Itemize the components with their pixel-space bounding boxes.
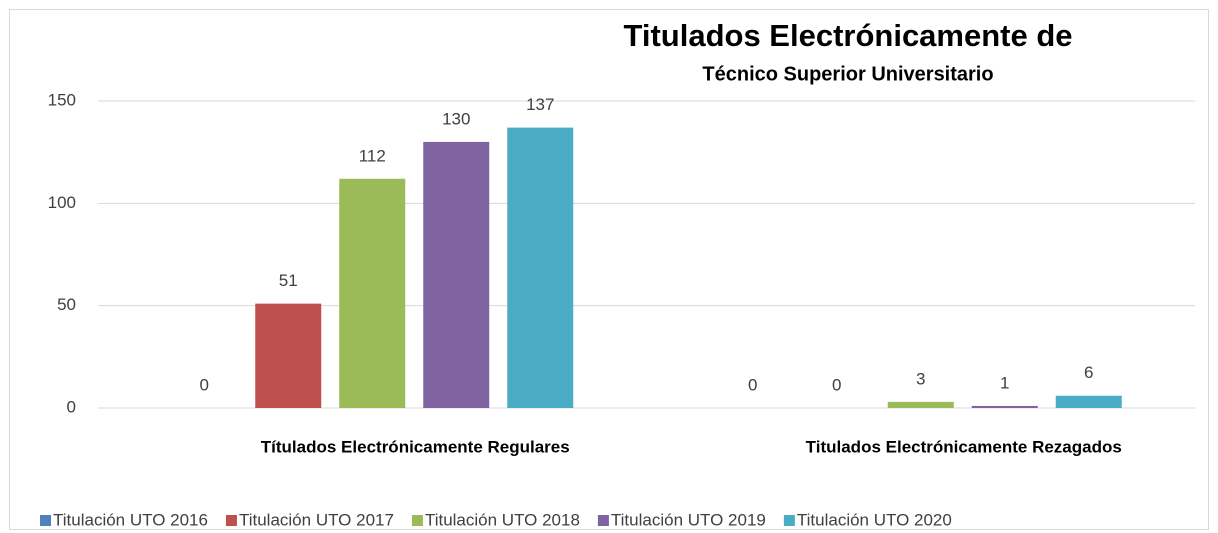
data-label: 1 bbox=[1000, 373, 1009, 392]
legend-swatch bbox=[597, 515, 609, 526]
y-tick-label: 150 bbox=[48, 90, 76, 109]
data-label: 0 bbox=[200, 375, 209, 394]
legend-swatch bbox=[411, 515, 423, 526]
bar bbox=[423, 141, 490, 408]
data-label: 6 bbox=[1084, 363, 1093, 382]
data-label: 0 bbox=[832, 375, 841, 394]
y-tick-label: 0 bbox=[67, 397, 76, 416]
legend-swatch bbox=[783, 515, 795, 526]
data-label: 137 bbox=[526, 95, 554, 114]
data-label: 130 bbox=[442, 109, 470, 128]
legend-swatch bbox=[225, 515, 237, 526]
data-label: 51 bbox=[279, 271, 298, 290]
bar bbox=[887, 401, 954, 408]
chart-title: Titulados Electrónicamente de bbox=[623, 18, 1072, 53]
y-tick-label: 50 bbox=[57, 295, 76, 314]
legend-label: Titulación UTO 2018 bbox=[425, 510, 580, 529]
data-label: 112 bbox=[359, 146, 386, 165]
bar bbox=[1055, 395, 1122, 408]
x-tick-label: Titulados Electrónicamente Rezagados bbox=[806, 437, 1122, 456]
x-tick-label: Títulados Electrónicamente Regulares bbox=[261, 437, 570, 456]
chart-subtitle: Técnico Superior Universitario bbox=[702, 63, 993, 85]
bar bbox=[507, 127, 574, 409]
legend-label: Titulación UTO 2020 bbox=[797, 510, 952, 529]
legend-label: Titulación UTO 2017 bbox=[239, 510, 394, 529]
data-label: 0 bbox=[748, 375, 757, 394]
legend-swatch bbox=[40, 515, 51, 526]
legend-label: Titulación UTO 2016 bbox=[53, 510, 208, 529]
bar bbox=[255, 303, 322, 408]
bar bbox=[339, 178, 406, 408]
y-tick-label: 100 bbox=[48, 193, 76, 212]
bar bbox=[971, 405, 1038, 408]
data-label: 3 bbox=[916, 369, 925, 388]
legend-label: Titulación UTO 2019 bbox=[611, 510, 766, 529]
chart-border bbox=[9, 9, 1209, 530]
